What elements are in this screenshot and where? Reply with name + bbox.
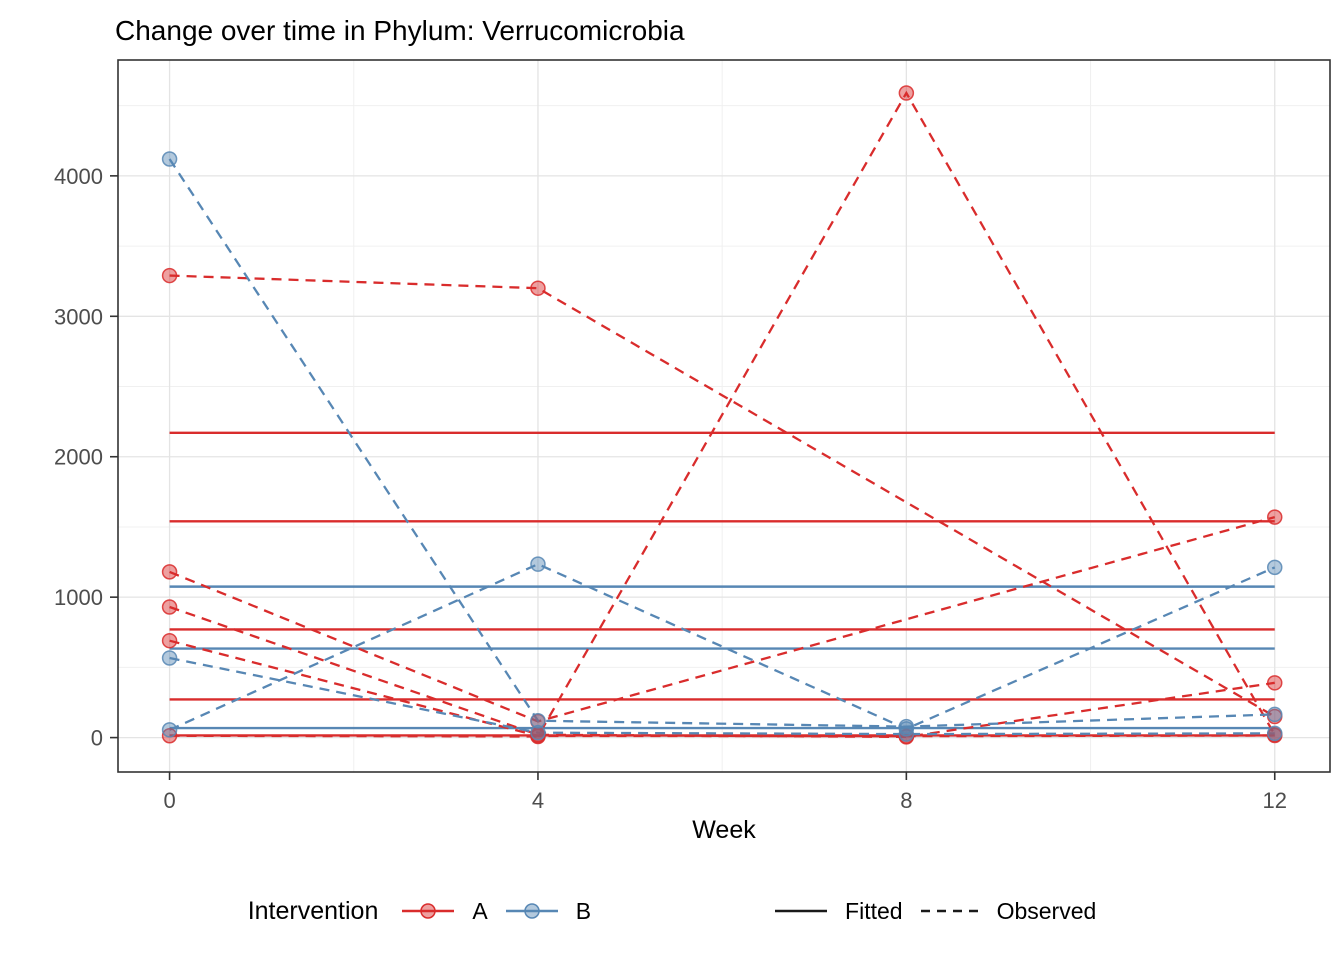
data-point-B (161, 650, 178, 666)
chart-title: Change over time in Phylum: Verrucomicro… (115, 15, 685, 46)
legend-label-group-b: B (575, 897, 592, 924)
observed-line-B (168, 158, 1275, 728)
y-tick-label: 1000 (54, 585, 103, 610)
data-point-B (530, 712, 546, 729)
axis-ticks (110, 175, 1276, 780)
data-point-A (1266, 675, 1283, 691)
legend: Intervention A B Fitted Observed (0, 889, 1344, 933)
data-point-B (1266, 559, 1283, 576)
observed-line-A (169, 605, 1275, 739)
observed-line-A (169, 274, 1276, 718)
x-tick-label: 8 (900, 788, 912, 813)
gridlines-major (118, 60, 1330, 772)
observed-line-B (169, 656, 1275, 736)
legend-title: Intervention (247, 896, 379, 925)
data-point-B (898, 726, 915, 742)
line-chart: Change over time in Phylum: Verrucomicro… (54, 15, 1331, 844)
data-point-A (161, 267, 178, 284)
axis-tick-labels: 0 4 8 12 0 1000 2000 3000 4000 (54, 164, 1287, 813)
legend-label-observed: Observed (996, 897, 1097, 924)
legend-key-group-b (504, 900, 560, 922)
legend-key-observed (919, 900, 981, 922)
data-point-A (161, 599, 178, 615)
y-tick-label: 0 (91, 726, 103, 751)
x-tick-label: 12 (1262, 788, 1286, 813)
data-point-B (898, 721, 915, 737)
data-point-B (1266, 725, 1283, 742)
x-axis-title: Week (692, 816, 756, 844)
y-tick-label: 4000 (54, 164, 103, 189)
data-point-B (1266, 706, 1283, 723)
observed-line-A (169, 90, 1276, 738)
observed-line-A (169, 639, 1275, 738)
legend-label-fitted: Fitted (845, 897, 903, 924)
observed-line-B (169, 562, 1276, 731)
y-tick-label: 2000 (54, 445, 103, 470)
y-tick-label: 3000 (54, 304, 103, 329)
data-point-B (161, 722, 178, 738)
data-point-A (161, 564, 178, 580)
legend-key-group-a (400, 900, 456, 922)
data-point-A (898, 85, 915, 101)
legend-label-group-a: A (472, 897, 488, 924)
legend-key-point (523, 903, 540, 919)
data-point-B (530, 556, 546, 572)
data-point-A (530, 280, 546, 296)
data-points (161, 85, 1283, 745)
data-point-A (161, 632, 178, 649)
data-point-A (1266, 509, 1283, 525)
data-point-B (530, 724, 546, 741)
data-point-B (161, 151, 178, 167)
panel-border (117, 59, 1331, 773)
data-point-A (161, 728, 178, 744)
observed-lines (168, 90, 1276, 739)
x-tick-label: 4 (532, 788, 544, 813)
legend-key-fitted (773, 900, 829, 922)
legend-key-point (420, 903, 437, 919)
x-tick-label: 0 (163, 788, 175, 813)
legend-spacer (607, 911, 757, 912)
plot-panel (118, 60, 1330, 772)
